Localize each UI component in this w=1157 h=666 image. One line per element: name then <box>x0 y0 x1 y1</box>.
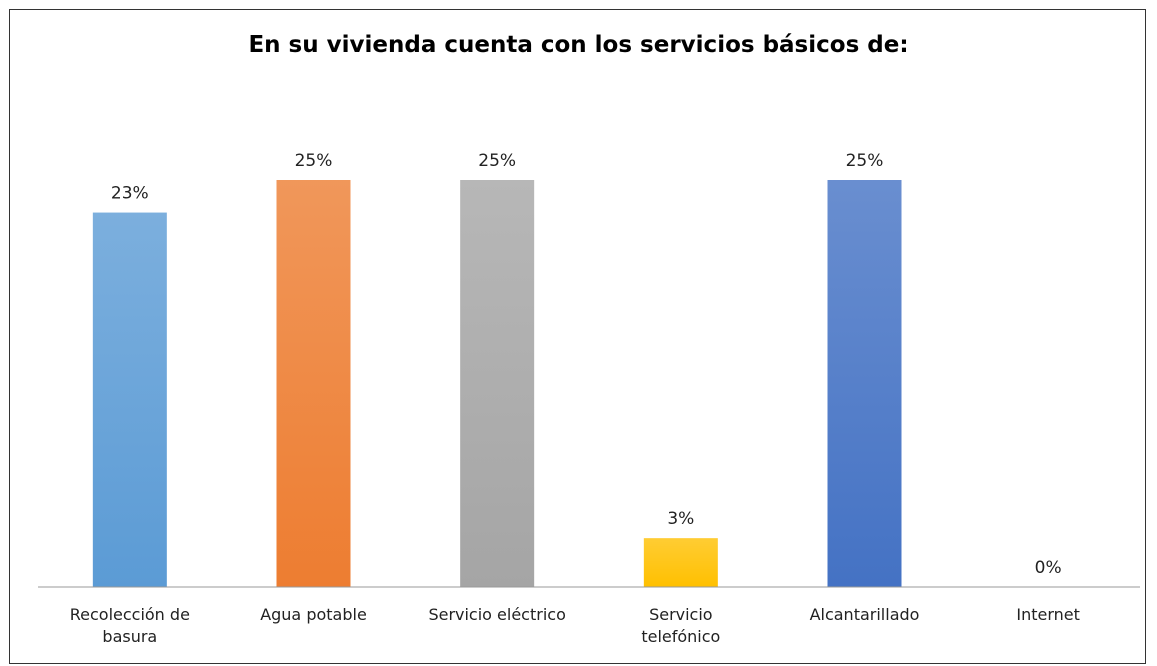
value-label: 25% <box>846 151 884 171</box>
x-tick-label: Recolección de basura <box>69 605 190 646</box>
value-label: 0% <box>1035 558 1062 578</box>
x-tick-label: Servicio telefónico <box>641 605 721 646</box>
bar <box>460 180 535 587</box>
value-label: 3% <box>667 509 694 529</box>
x-tick-label: Alcantarillado <box>809 605 920 624</box>
x-tick-label: Internet <box>1016 605 1080 624</box>
chart-frame <box>9 9 1146 664</box>
bar <box>92 212 167 587</box>
chart-title: En su vivienda cuenta con los servicios … <box>248 32 909 58</box>
bar <box>276 180 351 587</box>
value-label: 25% <box>295 151 333 171</box>
x-tick-label: Agua potable <box>260 605 367 624</box>
x-tick-label: Servicio eléctrico <box>428 605 566 624</box>
value-label: 25% <box>478 151 516 171</box>
bar <box>643 538 718 587</box>
bar <box>827 180 902 587</box>
value-label: 23% <box>111 184 149 204</box>
